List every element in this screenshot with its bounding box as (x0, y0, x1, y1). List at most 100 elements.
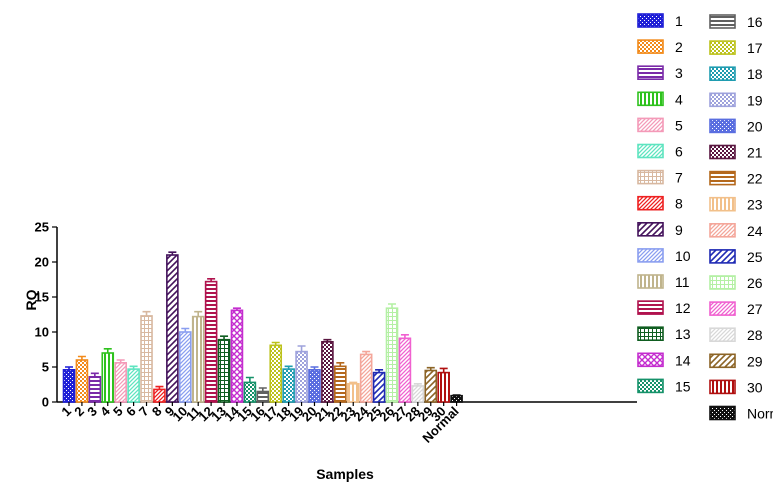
legend-swatch (637, 169, 664, 185)
error-bar (258, 387, 267, 392)
error-bar (349, 381, 358, 384)
legend-label: 29 (747, 353, 763, 369)
legend-label: 2 (675, 39, 683, 55)
bar-5 (114, 361, 127, 403)
legend-swatch (637, 326, 664, 342)
legend-swatch (637, 195, 664, 211)
legend-item-1: 1 (637, 13, 683, 29)
legend-label: 24 (747, 223, 763, 239)
legend-swatch (637, 91, 664, 107)
bar-21 (321, 340, 334, 403)
legend-label: 8 (675, 196, 683, 212)
legend-item-normal: Normal (709, 406, 773, 422)
bar-28 (411, 385, 425, 403)
legend-label: 14 (675, 352, 691, 368)
legend-swatch (709, 196, 736, 212)
error-bar (323, 338, 332, 342)
legend-item-30: 30 (709, 379, 763, 395)
x-tick-label: 8 (149, 404, 165, 420)
legend-swatch (709, 40, 736, 55)
x-tick-label: 4 (97, 403, 113, 419)
legend-swatch (709, 92, 736, 108)
legend-item-23: 23 (709, 196, 763, 213)
legend-item-20: 20 (709, 118, 763, 134)
error-bar (400, 334, 409, 339)
error-bar (297, 345, 306, 352)
x-tick-label: 1 (58, 404, 74, 420)
legend-label: 6 (675, 144, 683, 160)
bar-22 (334, 365, 347, 403)
bar-25 (372, 371, 386, 403)
legend-label: 12 (675, 300, 691, 316)
bar-24 (359, 353, 373, 403)
legend-swatch (637, 143, 664, 159)
bar-8 (153, 388, 166, 403)
error-bar (452, 394, 461, 396)
bar-12 (204, 280, 218, 403)
legend-item-2: 2 (637, 39, 683, 55)
error-bar (155, 385, 164, 390)
error-bar (220, 335, 229, 340)
legend-label: 17 (747, 40, 763, 56)
error-bar (65, 366, 73, 370)
legend-label: Normal (747, 406, 773, 422)
legend-item-6: 6 (637, 143, 683, 160)
error-bar (439, 367, 448, 373)
bar-13 (217, 338, 231, 403)
legend-swatch (709, 170, 736, 186)
legend-label: 25 (747, 249, 763, 265)
bar-27 (398, 337, 412, 403)
legend-item-16: 16 (709, 14, 763, 30)
x-axis-title: Samples (316, 466, 374, 482)
legend-label: 28 (747, 327, 763, 343)
bar-18 (282, 368, 295, 403)
y-tick-label: 0 (42, 395, 49, 410)
bar-4 (101, 352, 115, 403)
legend-swatch (637, 300, 664, 315)
bar-20 (308, 368, 321, 403)
legend-label: 23 (747, 197, 763, 213)
legend-label: 4 (675, 91, 683, 107)
legend-item-8: 8 (637, 195, 683, 212)
x-tick-label: 3 (84, 404, 100, 420)
legend-label: 18 (747, 66, 763, 82)
error-bar (232, 307, 241, 311)
legend-item-18: 18 (709, 66, 763, 82)
error-bar (245, 376, 254, 383)
legend-label: 26 (747, 275, 763, 291)
error-bar (271, 341, 280, 346)
legend-label: 9 (675, 222, 683, 238)
y-axis-title: RQ (23, 289, 39, 310)
error-bar (129, 365, 138, 370)
legend-label: 16 (747, 14, 763, 30)
error-bar (284, 365, 293, 370)
y-tick-label: 25 (35, 220, 49, 235)
legend-swatch (637, 117, 664, 133)
legend-item-11: 11 (637, 274, 690, 290)
legend-swatch (709, 249, 736, 264)
y-tick-label: 15 (35, 290, 49, 305)
legend-swatch (637, 39, 664, 54)
bar-15 (243, 381, 257, 403)
bar-2 (75, 359, 89, 403)
error-bar (116, 359, 125, 363)
legend: 1234567891011121314151617181920212223242… (637, 13, 773, 422)
error-bar (168, 251, 177, 255)
legend-label: 19 (747, 92, 763, 108)
legend-label: 5 (675, 117, 683, 133)
legend-item-15: 15 (637, 378, 691, 394)
bar-29 (424, 369, 438, 403)
legend-item-22: 22 (709, 170, 763, 187)
plot-area: 0510152025123456789101112131415161718192… (35, 220, 637, 446)
bar-17 (269, 344, 283, 403)
bar-26 (385, 307, 399, 403)
bar-9 (166, 254, 179, 403)
legend-swatch (709, 14, 736, 29)
legend-label: 15 (675, 378, 691, 394)
x-tick-label: 6 (123, 404, 139, 420)
legend-item-21: 21 (709, 145, 763, 161)
legend-item-7: 7 (637, 169, 683, 186)
x-tick-label: 2 (71, 404, 87, 420)
bar-3 (88, 375, 102, 403)
